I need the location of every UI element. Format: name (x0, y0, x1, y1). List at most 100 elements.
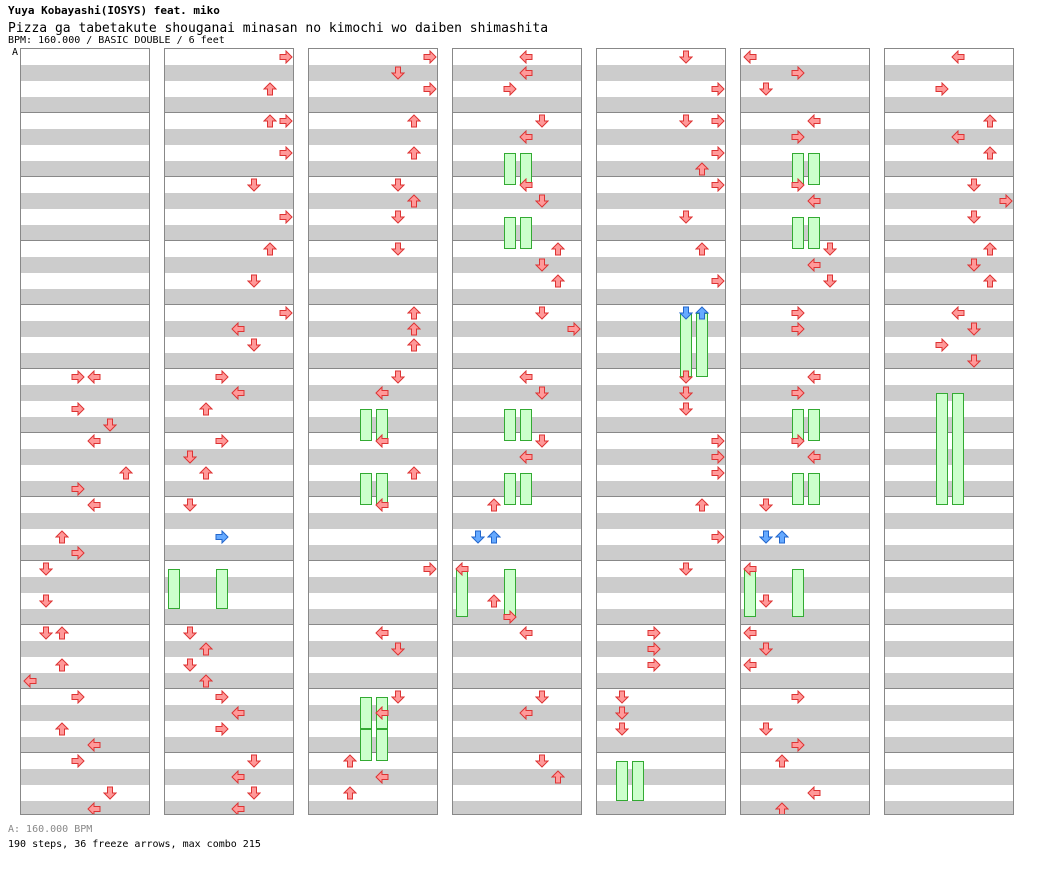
freeze-arrow-body (808, 153, 820, 185)
measure-line (21, 112, 149, 113)
step-arrow-down-icon (391, 370, 405, 384)
step-arrow-up-icon (263, 82, 277, 96)
freeze-arrow-body (808, 473, 820, 505)
step-arrow-down-icon (759, 82, 773, 96)
chart-info: BPM: 160.000 / BASIC DOUBLE / 6 feet (8, 35, 225, 46)
step-arrow-right-icon (71, 402, 85, 416)
step-arrow-left-icon (87, 370, 101, 384)
step-arrow-right-icon (711, 466, 725, 480)
step-arrow-right-icon (215, 690, 229, 704)
measure-line (885, 624, 1013, 625)
step-arrow-down-icon (535, 386, 549, 400)
step-arrow-up-icon (119, 466, 133, 480)
step-arrow-down-icon (39, 594, 53, 608)
step-arrow-right-icon (279, 210, 293, 224)
measure-line (309, 688, 437, 689)
measure-line (453, 560, 581, 561)
step-arrow-down-icon (679, 50, 693, 64)
measure-line (597, 112, 725, 113)
step-arrow-left-icon (375, 770, 389, 784)
step-arrow-down-icon (247, 178, 261, 192)
measure-line (309, 496, 437, 497)
step-arrow-right-icon (71, 370, 85, 384)
measure-line (453, 176, 581, 177)
step-arrow-left-icon (375, 498, 389, 512)
step-arrow-left-icon (375, 386, 389, 400)
step-arrow-left-icon (951, 130, 965, 144)
freeze-arrow-body (360, 729, 372, 761)
step-arrow-down-icon (247, 338, 261, 352)
measure-line (597, 368, 725, 369)
step-arrow-down-icon (679, 114, 693, 128)
step-arrow-up-icon (983, 274, 997, 288)
measure-line (453, 240, 581, 241)
step-arrow-right-icon (71, 754, 85, 768)
measure-line (21, 176, 149, 177)
step-arrow-up-icon (263, 242, 277, 256)
freeze-arrow-body (936, 393, 948, 505)
measure-line (165, 304, 293, 305)
step-arrow-right-icon (935, 338, 949, 352)
step-arrow-left-icon (23, 674, 37, 688)
footer-stats: 190 steps, 36 freeze arrows, max combo 2… (8, 839, 261, 850)
step-arrow-left-icon (455, 562, 469, 576)
chart-column-6 (740, 48, 870, 815)
measure-line (309, 368, 437, 369)
measure-line (885, 496, 1013, 497)
step-arrow-down-icon (391, 642, 405, 656)
step-arrow-down-icon (535, 114, 549, 128)
step-arrow-right-icon (791, 690, 805, 704)
measure-line (21, 752, 149, 753)
measure-line (885, 304, 1013, 305)
step-arrow-up-icon (775, 754, 789, 768)
shock-arrow-right-icon (215, 530, 229, 544)
measure-line (21, 624, 149, 625)
freeze-arrow-body (952, 393, 964, 505)
measure-line (741, 496, 869, 497)
step-arrow-right-icon (503, 82, 517, 96)
measure-line (741, 752, 869, 753)
step-arrow-down-icon (967, 354, 981, 368)
step-arrow-up-icon (343, 786, 357, 800)
step-arrow-right-icon (647, 642, 661, 656)
step-arrow-left-icon (519, 130, 533, 144)
freeze-arrow-body (216, 569, 228, 609)
freeze-arrow-body (360, 409, 372, 441)
measure-line (597, 688, 725, 689)
step-arrow-down-icon (103, 418, 117, 432)
measure-line (597, 304, 725, 305)
step-arrow-down-icon (391, 66, 405, 80)
measure-line (453, 432, 581, 433)
step-arrow-down-icon (39, 562, 53, 576)
step-arrow-up-icon (775, 802, 789, 814)
step-arrow-right-icon (71, 546, 85, 560)
step-arrow-up-icon (407, 322, 421, 336)
step-arrow-right-icon (279, 50, 293, 64)
step-arrow-right-icon (215, 370, 229, 384)
freeze-arrow-body (792, 473, 804, 505)
step-arrow-down-icon (183, 450, 197, 464)
measure-line (885, 176, 1013, 177)
step-arrow-right-icon (791, 738, 805, 752)
step-arrow-right-icon (503, 610, 517, 624)
step-arrow-left-icon (807, 258, 821, 272)
measure-line (453, 688, 581, 689)
shock-arrow-down-icon (679, 306, 693, 320)
step-arrow-right-icon (279, 114, 293, 128)
measure-line (597, 240, 725, 241)
chart-column-4 (452, 48, 582, 815)
step-arrow-right-icon (711, 530, 725, 544)
step-arrow-down-icon (535, 690, 549, 704)
step-arrow-left-icon (87, 802, 101, 814)
step-arrow-up-icon (407, 338, 421, 352)
step-arrow-down-icon (679, 562, 693, 576)
freeze-arrow-body (456, 569, 468, 617)
step-arrow-right-icon (791, 322, 805, 336)
step-arrow-up-icon (407, 114, 421, 128)
step-arrow-up-icon (487, 498, 501, 512)
step-arrow-up-icon (695, 242, 709, 256)
measure-line (885, 240, 1013, 241)
step-arrow-right-icon (791, 66, 805, 80)
measure-line (165, 688, 293, 689)
step-arrow-right-icon (999, 194, 1013, 208)
